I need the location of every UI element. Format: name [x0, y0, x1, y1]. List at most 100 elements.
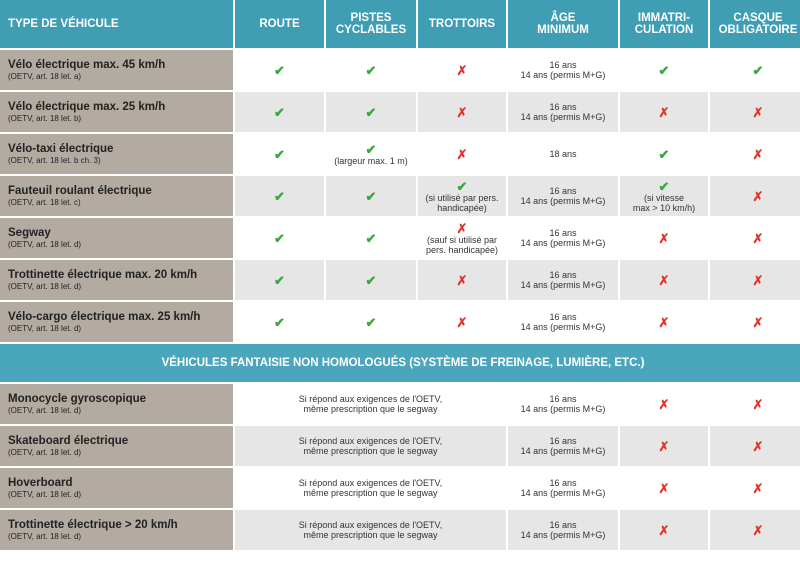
vehicle-row: Vélo électrique max. 45 km/h (OETV, art. … — [0, 50, 800, 90]
mark-symbol: ✗ — [658, 522, 670, 538]
mark-symbol: ✗ — [456, 272, 468, 288]
mark-symbol: ✗ — [752, 480, 764, 496]
vehicle-row: Vélo-taxi électrique (OETV, art. 18 let. … — [0, 134, 800, 174]
header-line: CASQUE — [733, 12, 783, 24]
value-cell: ✔ — [235, 50, 324, 90]
value-cell: ✗ — [710, 260, 800, 300]
mark-symbol: ✔ — [365, 314, 377, 330]
cell-text: handicapée) — [437, 202, 487, 213]
mark-symbol: ✔ — [274, 146, 285, 162]
vehicle-row: Fauteuil roulant électrique (OETV, art. 1… — [0, 176, 800, 216]
mark-symbol: ✗ — [456, 220, 468, 236]
column-header: ÂGE MINIMUM — [508, 0, 618, 48]
vehicle-ref: (OETV, art. 18 let. d) — [8, 281, 82, 291]
vehicle-name: Trottinette électrique max. 20 km/h — [8, 268, 198, 281]
vehicle-ref: (OETV, art. 18 let. d) — [8, 531, 82, 541]
column-header: PISTES CYCLABLES — [326, 0, 416, 48]
mark-symbol: ✗ — [752, 104, 764, 120]
value-cell: ✗ — [710, 302, 800, 342]
value-cell: ✗ — [620, 426, 708, 466]
section-title: VÉHICULES FANTAISIE NON HOMOLOGUÉS (SYST… — [0, 344, 800, 382]
value-cell: Si répond aux exigences de l'OETV, même p… — [235, 384, 506, 424]
cell-text: 14 ans (permis M+G) — [520, 112, 606, 122]
value-cell: ✔ — [326, 176, 416, 216]
mark-symbol: ✔ — [365, 104, 377, 120]
cell-text: max > 10 km/h) — [632, 202, 696, 213]
column-header: ROUTE — [235, 0, 324, 48]
mark-symbol: ✔ — [274, 188, 285, 204]
value-cell: ✗ — [418, 134, 506, 174]
value-cell: ✗ — [418, 302, 506, 342]
cell-text: 16 ans — [549, 312, 577, 322]
header-line: IMMATRI- — [637, 12, 691, 24]
vehicle-row: Trottinette électrique > 20 km/h (OETV, a… — [0, 510, 800, 550]
cell-text: même prescription que le segway — [303, 404, 438, 414]
cell-text: 14 ans (permis M+G) — [520, 196, 606, 206]
header-line: OBLIGATOIRE — [718, 24, 798, 36]
value-cell: ✔ — [235, 218, 324, 258]
mark-symbol: ✗ — [658, 396, 670, 412]
header-line: MINIMUM — [537, 24, 589, 36]
mark-symbol: ✔ — [752, 62, 764, 78]
mark-symbol: ✔ — [365, 62, 377, 78]
cell-text: 16 ans — [549, 478, 577, 488]
section-row: VÉHICULES FANTAISIE NON HOMOLOGUÉS (SYST… — [0, 344, 800, 382]
value-cell: ✗ — [710, 468, 800, 508]
value-cell: 16 ans 14 ans (permis M+G) — [508, 176, 618, 216]
header-row: TYPE DE VÉHICULE ROUTE PISTES CYCLABLES TROT… — [0, 0, 800, 48]
mark-symbol: ✔ — [365, 141, 377, 157]
value-cell: ✔ (si vitesse max > 10 km/h) — [620, 176, 708, 216]
cell-text: 16 ans — [549, 394, 577, 404]
vehicle-ref: (OETV, art. 18 let. d) — [8, 447, 82, 457]
header-line: TROTTOIRS — [428, 18, 496, 30]
vehicle-name: Vélo-cargo électrique max. 25 km/h — [8, 310, 201, 323]
group-body: Monocycle gyroscopique (OETV, art. 18 let… — [0, 384, 800, 550]
column-header: IMMATRI- CULATION — [620, 0, 708, 48]
mark-symbol: ✔ — [274, 314, 285, 330]
mark-symbol: ✔ — [365, 272, 377, 288]
vehicle-ref: (OETV, art. 18 let. d) — [8, 323, 82, 333]
vehicle-cell: Monocycle gyroscopique (OETV, art. 18 let… — [0, 384, 233, 424]
vehicle-row: Vélo-cargo électrique max. 25 km/h (OETV,… — [0, 302, 800, 342]
vehicle-cell: Trottinette électrique max. 20 km/h (OETV… — [0, 260, 233, 300]
value-cell: ✔ — [620, 134, 708, 174]
cell-text: 16 ans — [549, 436, 577, 446]
mark-symbol: ✔ — [274, 230, 285, 246]
mark-symbol: ✔ — [365, 230, 377, 246]
section-body: VÉHICULES FANTAISIE NON HOMOLOGUÉS (SYST… — [0, 344, 800, 382]
value-cell: ✔ — [326, 50, 416, 90]
value-cell: ✗ — [620, 510, 708, 550]
mark-symbol: ✗ — [752, 146, 764, 162]
mark-symbol: ✗ — [752, 396, 764, 412]
cell-text: (si utilisé par pers. — [425, 192, 499, 203]
cell-text: 14 ans (permis M+G) — [520, 404, 606, 414]
vehicle-name: Trottinette électrique > 20 km/h — [8, 518, 178, 531]
value-cell: ✔ — [326, 92, 416, 132]
vehicle-row: Monocycle gyroscopique (OETV, art. 18 let… — [0, 384, 800, 424]
mark-symbol: ✗ — [752, 272, 764, 288]
mark-symbol: ✔ — [365, 188, 377, 204]
vehicle-ref: (OETV, art. 18 let. d) — [8, 489, 82, 499]
value-cell: ✔ — [326, 260, 416, 300]
value-cell: Si répond aux exigences de l'OETV, même p… — [235, 510, 506, 550]
value-cell: ✔ — [235, 92, 324, 132]
mark-symbol: ✔ — [456, 178, 468, 194]
vehicle-ref: (OETV, art. 18 let. a) — [8, 71, 82, 81]
vehicle-cell: Skateboard électrique (OETV, art. 18 let.… — [0, 426, 233, 466]
mark-symbol: ✗ — [658, 230, 670, 246]
vehicle-row: Skateboard électrique (OETV, art. 18 let.… — [0, 426, 800, 466]
cell-text: (si vitesse — [643, 192, 684, 203]
header-line: PISTES — [350, 12, 392, 24]
value-cell: ✔ — [235, 302, 324, 342]
value-cell: 16 ans 14 ans (permis M+G) — [508, 426, 618, 466]
cell-text: 16 ans — [549, 60, 577, 70]
vehicle-cell: Hoverboard (OETV, art. 18 let. d) — [0, 468, 233, 508]
mark-symbol: ✗ — [752, 188, 764, 204]
value-cell: 16 ans 14 ans (permis M+G) — [508, 384, 618, 424]
value-cell: ✗ (sauf si utilisé par pers. handicapée) — [418, 218, 506, 258]
value-cell: ✗ — [620, 92, 708, 132]
value-cell: 16 ans 14 ans (permis M+G) — [508, 92, 618, 132]
mark-symbol: ✗ — [456, 146, 468, 162]
vehicle-ref: (OETV, art. 18 let. d) — [8, 239, 82, 249]
